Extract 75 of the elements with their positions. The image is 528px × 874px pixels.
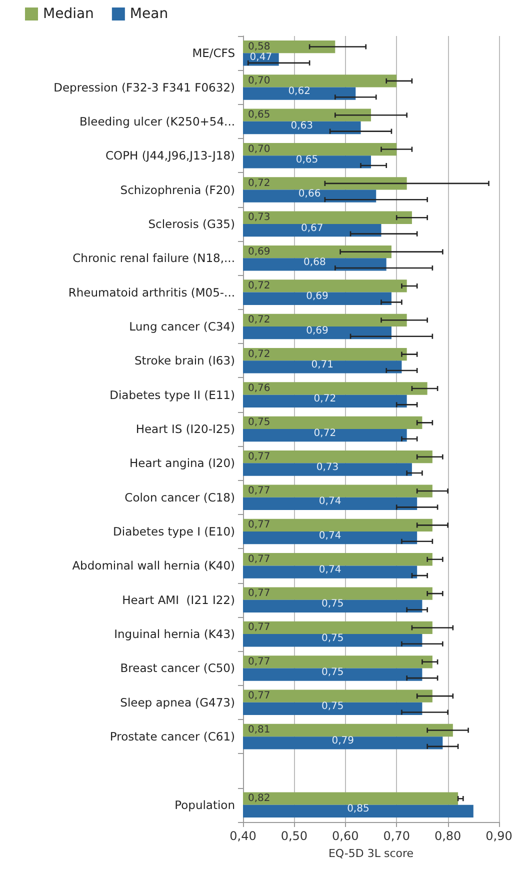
data-label: 0,77 <box>248 486 270 497</box>
data-label: 0,72 <box>314 428 336 439</box>
data-label: 0,77 <box>248 554 270 565</box>
y-tick-label: COPH (J44,J96,J13-J18) <box>106 148 235 163</box>
x-tick-label: 0,90 <box>486 829 512 843</box>
y-tick-label: Sleep apnea (G473) <box>120 695 235 710</box>
data-label: 0,70 <box>248 75 270 86</box>
y-tick-label: Prostate cancer (C61) <box>110 730 235 744</box>
legend-label: Median <box>43 6 94 22</box>
y-tick-label: Abdominal wall hernia (K40) <box>72 558 235 573</box>
y-tick-label: Diabetes type I (E10) <box>113 524 235 539</box>
data-label: 0,72 <box>248 280 270 292</box>
y-tick-label: Stroke brain (I63) <box>134 354 235 368</box>
data-label: 0,69 <box>306 325 328 336</box>
y-tick-label: Sclerosis (G35) <box>148 216 235 231</box>
y-tick-label: Heart AMI (I21 I22) <box>122 592 235 607</box>
data-label: 0,77 <box>248 656 270 668</box>
data-label: 0,72 <box>248 348 270 360</box>
y-tick-label: Lung cancer (C34) <box>129 319 235 334</box>
y-tick-label: Inguinal hernia (K43) <box>114 627 235 642</box>
y-tick-label: Bleeding ulcer (K250+54... <box>80 114 235 128</box>
data-label: 0,75 <box>248 417 270 428</box>
data-label: 0,75 <box>321 632 344 644</box>
data-label: 0,77 <box>248 451 270 462</box>
y-tick-label: Colon cancer (C18) <box>124 490 235 504</box>
x-tick-label: 0,70 <box>383 829 410 843</box>
y-tick-label: Heart IS (I20-I25) <box>136 422 235 436</box>
y-tick-label: Chronic renal failure (N18,... <box>72 251 235 266</box>
data-label: 0,72 <box>248 314 270 326</box>
data-label: 0,67 <box>300 222 324 234</box>
data-label: 0,74 <box>318 496 342 508</box>
data-label: 0,81 <box>248 724 270 736</box>
y-tick-label: Diabetes type II (E11) <box>110 388 235 402</box>
y-tick-label: ME/CFS <box>192 46 235 60</box>
data-label: 0,69 <box>306 291 328 302</box>
data-label: 0,85 <box>347 804 370 815</box>
data-label: 0,82 <box>248 793 270 804</box>
data-label: 0,77 <box>248 690 270 702</box>
x-tick-label: 0,50 <box>280 829 308 843</box>
data-label: 0,79 <box>332 735 354 746</box>
data-label: 0,77 <box>248 520 270 531</box>
data-label: 0,75 <box>321 598 344 610</box>
data-label: 0,63 <box>290 120 314 132</box>
data-label: 0,65 <box>296 154 318 166</box>
x-axis-title: EQ-5D 3L score <box>328 847 414 860</box>
data-label: 0,74 <box>318 564 342 576</box>
data-label: 0,76 <box>248 383 270 394</box>
data-label: 0,66 <box>298 188 321 200</box>
data-label: 0,47 <box>250 52 272 63</box>
data-label: 0,58 <box>248 41 270 52</box>
data-label: 0,72 <box>314 394 336 405</box>
data-label: 0,75 <box>321 667 344 678</box>
data-label: 0,71 <box>311 359 334 370</box>
data-label: 0,73 <box>248 212 270 224</box>
data-label: 0,68 <box>304 256 326 268</box>
x-tick-label: 0,60 <box>332 829 359 843</box>
y-tick-label: Breast cancer (C50) <box>120 661 235 676</box>
y-tick-label: Rheumatoid arthritis (M05-... <box>68 285 235 300</box>
data-label: 0,75 <box>321 701 344 712</box>
x-tick-label: 0,80 <box>434 829 462 843</box>
y-tick-label: Population <box>174 798 235 812</box>
data-label: 0,77 <box>248 588 270 600</box>
data-label: 0,77 <box>248 622 270 634</box>
data-label: 0,73 <box>316 462 339 473</box>
data-label: 0,74 <box>318 530 342 542</box>
y-tick-label: Heart angina (I20) <box>130 456 235 470</box>
data-label: 0,62 <box>288 86 310 98</box>
y-tick-label: Depression (F32-3 F341 F0632) <box>54 80 235 94</box>
data-label: 0,70 <box>248 144 270 155</box>
y-tick-label: Schizophrenia (F20) <box>120 182 235 197</box>
data-label: 0,72 <box>248 178 270 189</box>
data-label: 0,65 <box>248 110 270 121</box>
x-tick-label: 0,40 <box>230 829 256 843</box>
legend-label: Mean <box>130 6 168 22</box>
data-label: 0,69 <box>248 246 270 258</box>
